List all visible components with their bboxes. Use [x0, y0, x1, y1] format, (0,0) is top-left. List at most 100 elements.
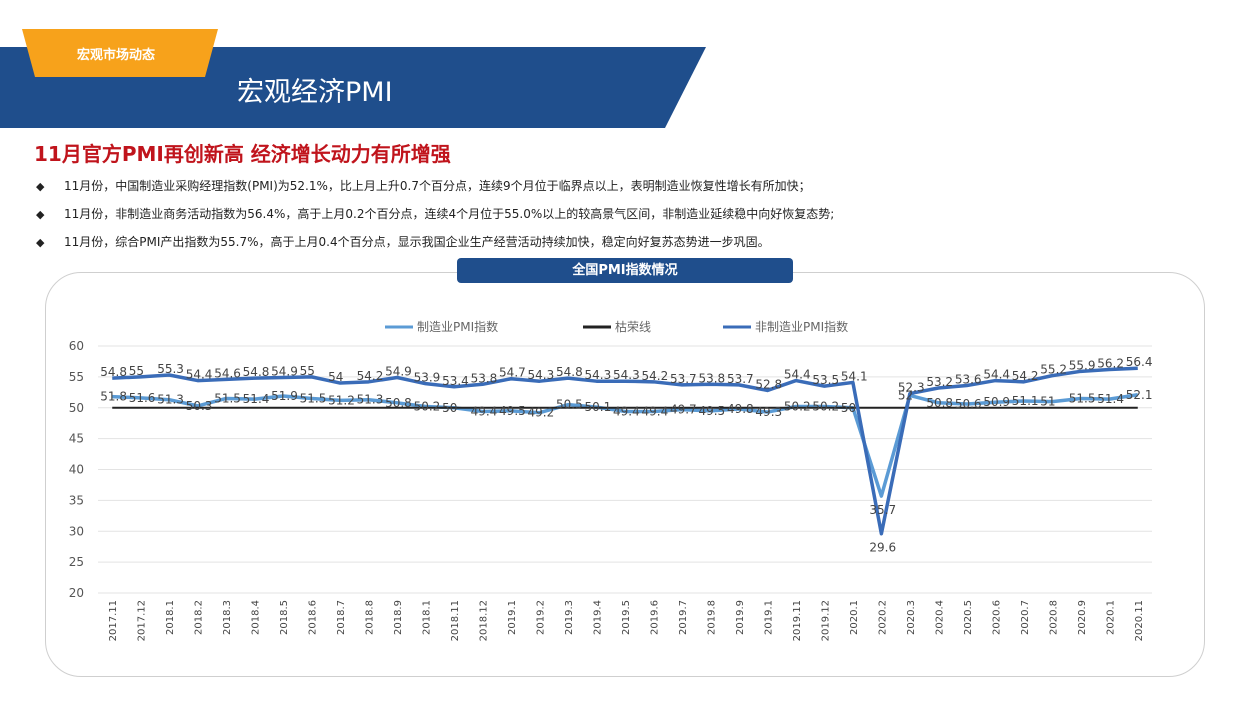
- legend-label: 枯荣线: [615, 319, 651, 334]
- section-tag: [22, 29, 218, 77]
- x-tick-label: 2019.9: [735, 600, 746, 635]
- data-label: 50.6: [955, 397, 982, 411]
- data-label: 53.8: [471, 371, 498, 385]
- series-line: [112, 393, 1139, 498]
- data-label: 50.3: [186, 399, 213, 413]
- bullet-item: ◆ 11月份，综合PMI产出指数为55.7%，高于上月0.4个百分点，显示我国企业…: [36, 233, 770, 250]
- diamond-bullet-icon: ◆: [36, 180, 45, 193]
- data-label: 51.4: [1097, 392, 1124, 406]
- x-tick-label: 2019.2: [536, 600, 547, 635]
- headline: 11月官方PMI再创新高 经济增长动力有所增强: [34, 142, 451, 166]
- y-tick-label: 40: [69, 463, 84, 477]
- data-label: 54.8: [243, 365, 270, 379]
- x-tick-label: 2020.5: [963, 600, 974, 635]
- data-label: 51.6: [129, 391, 156, 405]
- data-label: 29.6: [869, 541, 896, 555]
- data-label: 54.2: [357, 369, 384, 383]
- data-label: 50: [442, 401, 457, 415]
- data-label: 49.3: [755, 405, 782, 419]
- data-label: 35.7: [869, 503, 896, 517]
- data-label: 51.9: [271, 389, 298, 403]
- data-label: 55.9: [1069, 358, 1096, 372]
- x-tick-label: 2018.12: [479, 600, 490, 641]
- x-tick-label: 2019.1: [763, 600, 774, 635]
- slide-title: 宏观经济PMI: [237, 77, 393, 108]
- data-label: 54.9: [385, 364, 412, 378]
- x-tick-label: 2020.1: [1105, 600, 1116, 635]
- data-label: 51.8: [100, 390, 127, 404]
- data-label: 54.3: [613, 368, 640, 382]
- x-tick-label: 2019.7: [678, 600, 689, 635]
- data-label: 54.8: [556, 365, 583, 379]
- data-label: 51.4: [243, 392, 270, 406]
- x-tick-label: 2019.6: [649, 600, 660, 635]
- x-tick-label: 2018.6: [308, 600, 319, 635]
- x-tick-label: 2020.4: [934, 600, 945, 635]
- data-label: 50.5: [556, 398, 583, 412]
- bullet-text: 11月份，中国制造业采购经理指数(PMI)为52.1%，比上月上升0.7个百分点…: [64, 179, 811, 193]
- data-label: 56.4: [1126, 355, 1153, 369]
- y-tick-label: 45: [69, 432, 84, 446]
- chart-title: 全国PMI指数情况: [457, 258, 793, 283]
- bullet-text: 11月份，综合PMI产出指数为55.7%，高于上月0.4个百分点，显示我国企业生…: [64, 235, 770, 249]
- y-tick-label: 55: [69, 370, 84, 384]
- section-tag-label: 宏观市场动态: [76, 48, 155, 63]
- data-label: 53.9: [414, 371, 441, 385]
- data-label: 54.2: [641, 369, 668, 383]
- data-label: 54.9: [271, 364, 298, 378]
- bullet-item: ◆ 11月份，非制造业商务活动指数为56.4%，高于上月0.2个百分点，连续4个月…: [36, 205, 834, 222]
- data-label: 49.4: [641, 404, 668, 418]
- x-tick-label: 2019.12: [820, 600, 831, 641]
- x-tick-label: 2018.2: [194, 600, 205, 635]
- data-label: 50.2: [812, 400, 839, 414]
- diamond-bullet-icon: ◆: [36, 236, 45, 249]
- x-tick-label: 2020.2: [877, 600, 888, 635]
- data-label: 53.4: [442, 374, 469, 388]
- x-tick-label: 2018.11: [450, 600, 461, 641]
- x-tick-label: 2020.3: [906, 600, 917, 635]
- data-label: 51.3: [157, 393, 184, 407]
- y-tick-label: 35: [69, 493, 84, 507]
- x-tick-label: 2018.9: [393, 600, 404, 635]
- data-label: 52.1: [1126, 388, 1153, 402]
- data-label: 50.1: [585, 400, 612, 414]
- data-label: 49.5: [698, 404, 725, 418]
- data-label: 50.8: [385, 396, 412, 410]
- data-label: 51.3: [357, 393, 384, 407]
- x-tick-label: 2017.12: [137, 600, 148, 641]
- data-label: 50.2: [784, 400, 811, 414]
- x-tick-label: 2019.4: [593, 600, 604, 635]
- x-tick-label: 2018.1: [165, 600, 176, 635]
- data-label: 53.8: [698, 371, 725, 385]
- x-tick-label: 2018.3: [222, 600, 233, 635]
- data-label: 51.2: [328, 393, 355, 407]
- data-label: 51.1: [1012, 394, 1039, 408]
- y-tick-label: 50: [69, 401, 84, 415]
- data-label: 52.8: [755, 377, 782, 391]
- x-tick-label: 2020.6: [991, 600, 1002, 635]
- y-tick-label: 30: [69, 524, 84, 538]
- x-tick-label: 2018.5: [279, 600, 290, 635]
- data-label: 54.7: [499, 366, 526, 380]
- data-label: 49.8: [727, 402, 754, 416]
- data-label: 51: [1040, 395, 1055, 409]
- x-tick-label: 2018.1: [422, 600, 433, 635]
- x-tick-label: 2019.3: [564, 600, 575, 635]
- data-label: 54.2: [1012, 369, 1039, 383]
- bullet-text: 11月份，非制造业商务活动指数为56.4%，高于上月0.2个百分点，连续4个月位…: [64, 207, 835, 221]
- data-label: 54.3: [528, 368, 555, 382]
- y-tick-label: 20: [69, 586, 84, 600]
- data-label: 54.4: [784, 368, 811, 382]
- data-label: 53.7: [670, 372, 697, 386]
- legend-label: 制造业PMI指数: [417, 319, 498, 334]
- data-label: 54.6: [214, 366, 241, 380]
- diamond-bullet-icon: ◆: [36, 208, 45, 221]
- data-label: 53.2: [926, 375, 953, 389]
- x-tick-label: 2018.4: [251, 600, 262, 635]
- x-tick-label: 2020.9: [1077, 600, 1088, 635]
- data-label: 51.5: [1069, 391, 1096, 405]
- data-label: 49.2: [528, 406, 555, 420]
- data-label: 55: [300, 364, 315, 378]
- y-tick-label: 60: [69, 339, 84, 353]
- data-label: 54: [328, 370, 343, 384]
